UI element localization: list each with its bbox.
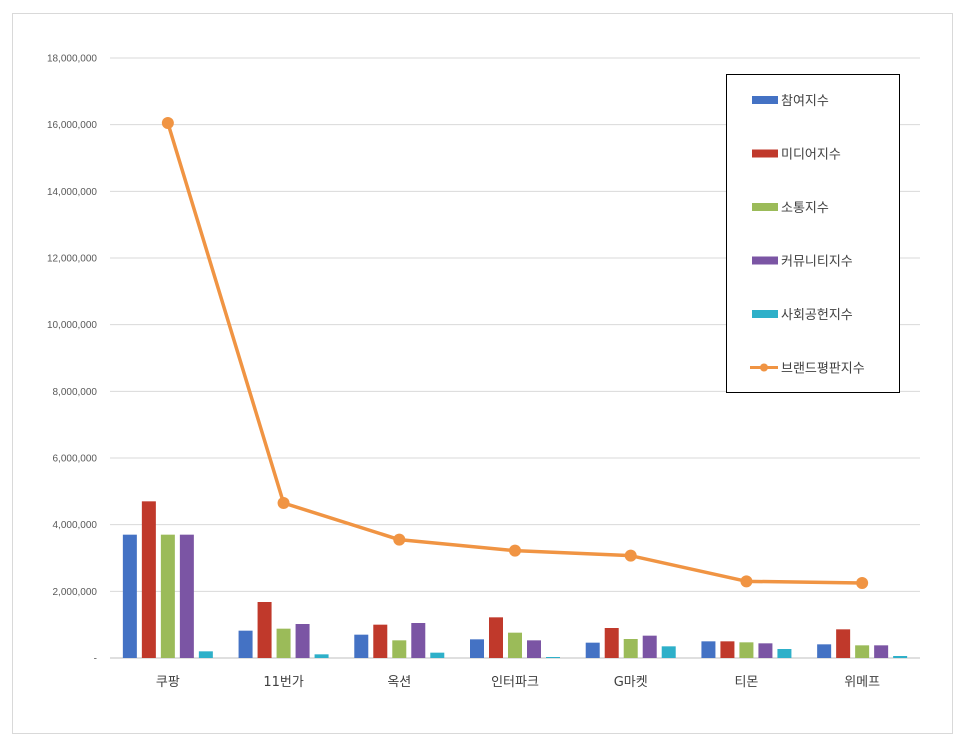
bar-2 [373, 624, 388, 658]
legend-label: 커뮤니티지수 [781, 255, 853, 270]
legend-swatch-4 [752, 256, 778, 265]
x-category-label: 티몬 [734, 675, 758, 690]
x-axis-categories: 쿠팡 11번가 옥션 인터파크 G마켓 티몬 위메프 [156, 675, 880, 690]
line-point [624, 549, 637, 562]
bar-2 [836, 629, 851, 658]
bar-4 [758, 643, 773, 658]
bar-1 [701, 641, 716, 658]
bar-5 [546, 657, 560, 658]
bar-1 [470, 639, 484, 658]
bar-2 [489, 617, 503, 658]
bar-3 [739, 642, 754, 658]
y-tick-label: 8,000,000 [53, 387, 98, 398]
x-category-label: 옥션 [387, 675, 411, 690]
bar-5 [198, 651, 213, 658]
line-point [277, 497, 290, 509]
bar-5 [893, 656, 908, 658]
line-point [740, 575, 753, 588]
bar-4 [642, 635, 657, 658]
y-tick-label: 16,000,000 [47, 120, 97, 131]
y-axis-ticks: - 2,000,000 4,000,000 6,000,000 8,000,000 10,… [47, 54, 97, 665]
bar-4 [179, 534, 194, 658]
bar-4 [527, 640, 541, 658]
bar-1 [122, 534, 137, 658]
bar-5 [777, 649, 792, 658]
legend-box [726, 74, 900, 393]
bar-3 [276, 628, 291, 658]
bar-3 [392, 640, 407, 658]
y-tick-label: 10,000,000 [47, 320, 97, 331]
y-tick-label: 12,000,000 [47, 254, 97, 265]
x-category-label: 위메프 [844, 675, 880, 690]
line-series [161, 117, 869, 589]
bar-2 [257, 602, 272, 658]
bar-2 [604, 628, 619, 658]
bar-2 [720, 641, 735, 658]
bar-5 [661, 646, 676, 658]
legend-label: 미디어지수 [781, 148, 841, 163]
legend-swatch-2 [752, 149, 778, 158]
bar-5 [314, 654, 329, 658]
legend-swatch-3 [752, 203, 778, 211]
x-category-label: 11번가 [263, 675, 304, 690]
x-category-label: 쿠팡 [156, 675, 180, 690]
bar-1 [585, 642, 600, 658]
bar-1 [817, 644, 832, 658]
y-tick-label: 14,000,000 [47, 187, 97, 198]
x-category-label: 인터파크 [491, 675, 539, 690]
line-point [393, 533, 406, 546]
y-tick-label: 2,000,000 [53, 587, 98, 598]
bar-3 [160, 534, 175, 658]
y-tick-label: 6,000,000 [53, 454, 98, 465]
bar-3 [855, 645, 870, 658]
bar-2 [141, 501, 156, 658]
legend-label: 브랜드평판지수 [781, 362, 865, 377]
bar-1 [238, 630, 253, 658]
line-point [161, 117, 174, 129]
legend-label: 소통지수 [781, 201, 829, 216]
bar-5 [430, 652, 445, 658]
bar-3 [623, 639, 638, 658]
bar-4 [874, 645, 889, 658]
legend-label: 참여지수 [781, 94, 829, 109]
legend-swatch-marker [760, 363, 768, 372]
y-tick-label: 18,000,000 [47, 54, 97, 65]
bar-1 [354, 634, 369, 658]
y-tick-label: - [94, 654, 97, 665]
legend-swatch-5 [752, 310, 778, 318]
bar-4 [295, 624, 310, 658]
y-tick-label: 4,000,000 [53, 520, 98, 531]
line-point [856, 577, 869, 589]
bar-3 [508, 632, 522, 658]
x-category-label: G마켓 [614, 675, 648, 690]
line-point [509, 544, 521, 557]
legend-swatch-1 [752, 96, 778, 104]
bar-4 [411, 623, 426, 658]
legend-label: 사회공헌지수 [781, 308, 853, 323]
bar-series [122, 501, 908, 658]
